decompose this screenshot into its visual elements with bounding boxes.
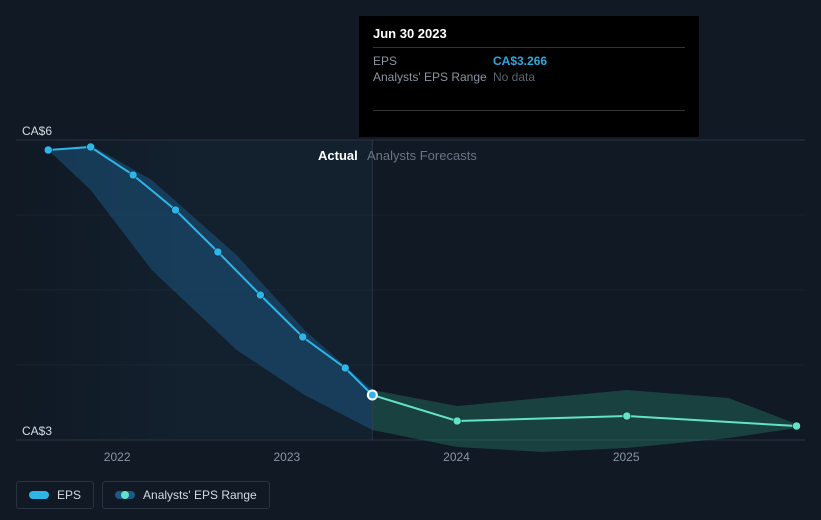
legend-label-range: Analysts' EPS Range xyxy=(143,488,257,502)
legend-item-range[interactable]: Analysts' EPS Range xyxy=(102,481,270,509)
x-axis-label: 2023 xyxy=(273,450,300,464)
x-axis-label: 2022 xyxy=(104,450,131,464)
legend-swatch-eps xyxy=(29,491,49,499)
legend-item-eps[interactable]: EPS xyxy=(16,481,94,509)
x-axis-label: 2024 xyxy=(443,450,470,464)
legend: EPS Analysts' EPS Range xyxy=(16,481,270,509)
tooltip-row-value-1: No data xyxy=(493,70,535,84)
y-axis-label: CA$6 xyxy=(22,124,52,138)
tooltip-title: Jun 30 2023 xyxy=(373,26,685,41)
tooltip-row-value-0: CA$3.266 xyxy=(493,54,547,68)
legend-label-eps: EPS xyxy=(57,488,81,502)
tooltip-row-label-0: EPS xyxy=(373,54,493,68)
legend-swatch-range xyxy=(115,491,135,499)
region-label-forecast: Analysts Forecasts xyxy=(367,148,477,163)
region-label-actual: Actual xyxy=(318,148,358,163)
y-axis-label: CA$3 xyxy=(22,424,52,438)
tooltip-row-label-1: Analysts' EPS Range xyxy=(373,70,493,84)
chart-tooltip: Jun 30 2023 EPS CA$3.266 Analysts' EPS R… xyxy=(359,16,699,137)
x-axis-label: 2025 xyxy=(613,450,640,464)
